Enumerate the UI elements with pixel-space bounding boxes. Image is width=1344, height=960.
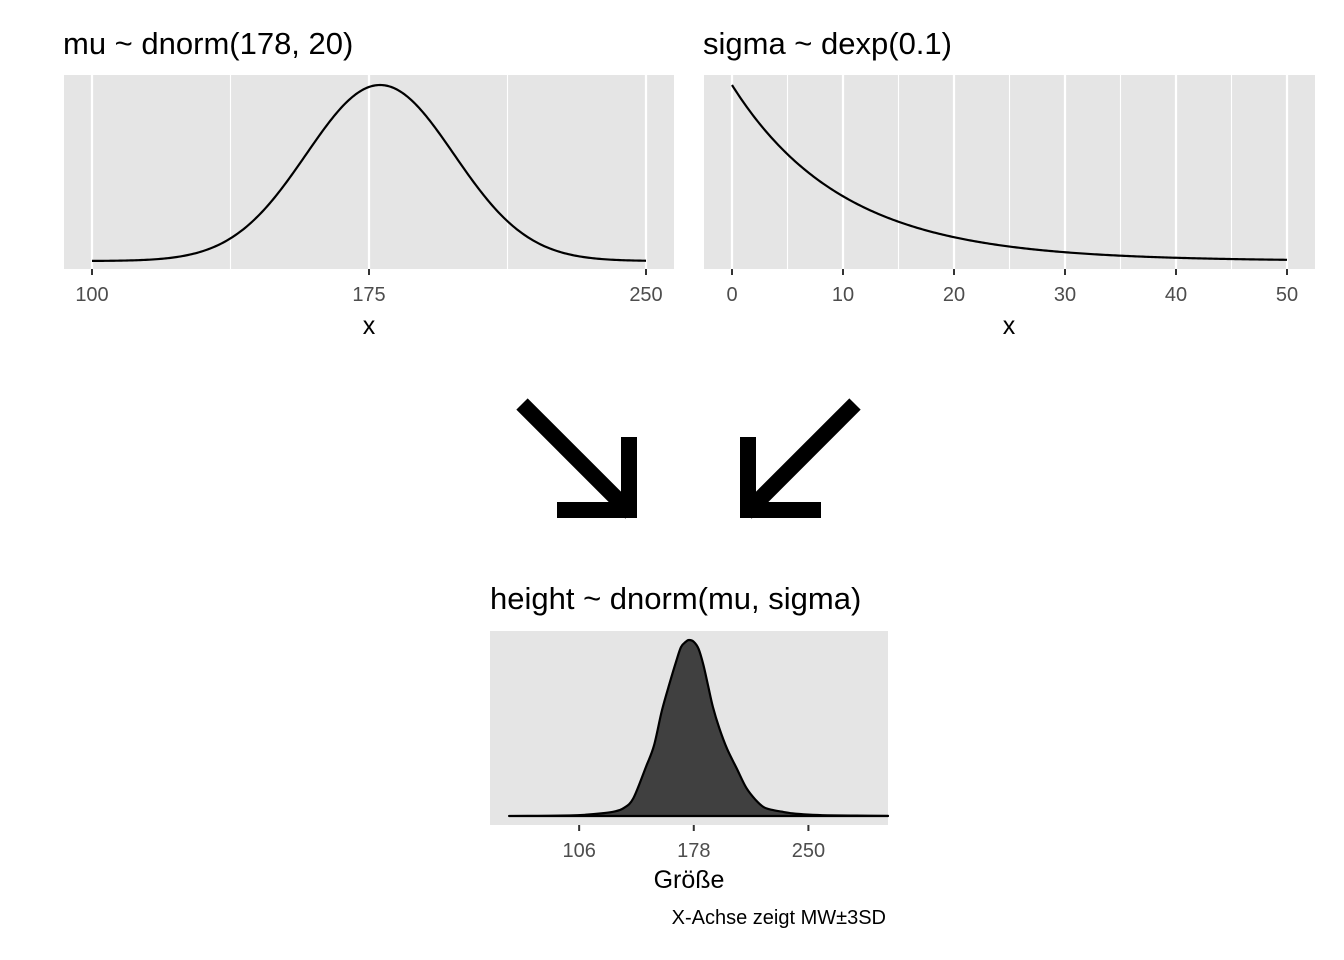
height-density-area: [508, 638, 890, 818]
mu-prior-x-axis-ticks: 100 175 250: [75, 269, 663, 306]
mu-prior-tick-label: 100: [75, 284, 108, 306]
height-panel: height ~ dnorm(mu, sigma) 106 178 250 Größ…: [490, 581, 890, 929]
height-title: height ~ dnorm(mu, sigma): [490, 581, 861, 616]
height-x-axis-ticks: 106 178 250: [562, 825, 825, 862]
mu-prior-title: mu ~ dnorm(178, 20): [63, 26, 353, 61]
mu-prior-panel: mu ~ dnorm(178, 20) 100 175 250 x: [63, 26, 674, 340]
sigma-prior-tick-label: 40: [1165, 284, 1187, 306]
mu-prior-gridlines: [90, 75, 648, 269]
sigma-prior-tick-label: 50: [1276, 284, 1298, 306]
sigma-prior-title: sigma ~ dexp(0.1): [703, 26, 952, 61]
arrow-down-right-icon: [516, 398, 637, 519]
sigma-prior-x-axis-label: x: [1003, 312, 1016, 340]
sigma-prior-tick-label: 0: [726, 284, 737, 306]
height-caption: X-Achse zeigt MW±3SD: [672, 907, 886, 929]
sigma-prior-tick-label: 10: [832, 284, 854, 306]
height-x-axis-label: Größe: [654, 866, 725, 894]
mu-prior-tick-label: 250: [629, 284, 662, 306]
mu-prior-x-axis-label: x: [363, 312, 376, 340]
sigma-prior-panel: sigma ~ dexp(0.1) 0 10 20 30 40 50 x: [703, 26, 1315, 340]
height-tick-label: 178: [677, 840, 710, 862]
sigma-prior-density-curve: [731, 84, 1288, 261]
arrow-down-left-icon: [740, 398, 861, 519]
sigma-prior-tick-label: 30: [1054, 284, 1076, 306]
sigma-prior-tick-label: 20: [943, 284, 965, 306]
sigma-prior-x-axis-ticks: 0 10 20 30 40 50: [726, 269, 1298, 306]
height-tick-label: 106: [562, 840, 595, 862]
mu-prior-tick-label: 175: [352, 284, 385, 306]
mu-prior-density-curve: [91, 83, 647, 263]
height-tick-label: 250: [792, 840, 825, 862]
